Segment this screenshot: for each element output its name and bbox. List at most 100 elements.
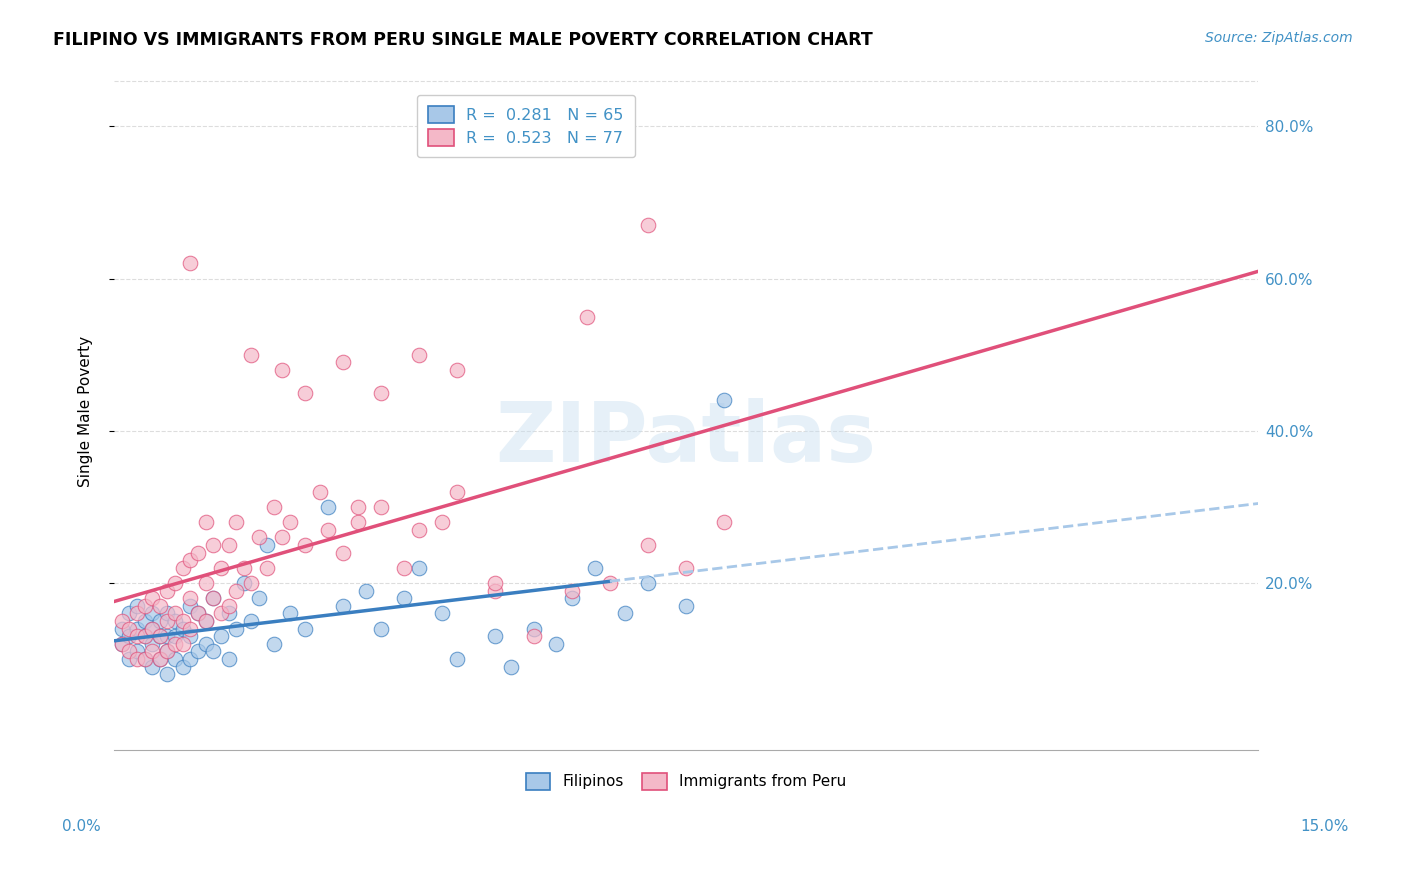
Point (263, 500, 285, 514)
Point (316, 523, 339, 537)
Point (675, 560, 697, 574)
Point (675, 599, 697, 613)
Point (637, 218, 659, 232)
Point (111, 614, 134, 628)
Point (165, 576, 187, 591)
Point (484, 629, 506, 643)
Point (430, 515, 453, 529)
Point (392, 591, 415, 606)
Point (179, 256, 201, 270)
Point (583, 560, 606, 574)
Point (484, 576, 506, 591)
Point (599, 576, 621, 591)
Point (294, 622, 316, 636)
Point (125, 652, 148, 666)
Point (294, 538, 316, 552)
Point (546, 637, 568, 651)
Point (194, 576, 217, 591)
Point (165, 652, 187, 666)
Point (179, 622, 201, 636)
Point (484, 583, 506, 598)
Point (187, 607, 209, 621)
Point (408, 560, 430, 574)
Point (111, 637, 134, 651)
Point (332, 545, 354, 559)
Point (156, 667, 179, 681)
Point (370, 622, 392, 636)
Point (561, 591, 583, 606)
Point (218, 652, 240, 666)
Point (149, 652, 172, 666)
Point (134, 614, 156, 628)
Point (141, 637, 163, 651)
Point (194, 637, 217, 651)
Point (141, 622, 163, 636)
Point (118, 644, 141, 658)
Point (392, 560, 415, 574)
Point (125, 607, 148, 621)
Point (172, 560, 194, 574)
Point (172, 622, 194, 636)
Point (637, 576, 659, 591)
Point (156, 629, 179, 643)
Point (523, 622, 546, 636)
Point (446, 652, 468, 666)
Point (141, 644, 163, 658)
Point (225, 583, 247, 598)
Point (232, 576, 254, 591)
Point (232, 560, 254, 574)
Point (156, 607, 179, 621)
Point (134, 599, 156, 613)
Point (202, 591, 225, 606)
Point (278, 515, 301, 529)
Point (111, 637, 134, 651)
Point (179, 629, 201, 643)
Point (141, 659, 163, 673)
Point (309, 484, 332, 499)
Point (247, 591, 270, 606)
Point (218, 599, 240, 613)
Point (187, 607, 209, 621)
Point (156, 583, 179, 598)
Point (141, 607, 163, 621)
Text: 15.0%: 15.0% (1301, 820, 1348, 834)
Legend: Filipinos, Immigrants from Peru: Filipinos, Immigrants from Peru (516, 763, 858, 800)
Point (187, 644, 209, 658)
Point (118, 622, 141, 636)
Point (316, 500, 339, 514)
Point (446, 363, 468, 377)
Point (430, 607, 453, 621)
Point (125, 622, 148, 636)
Point (179, 652, 201, 666)
Point (218, 607, 240, 621)
Point (713, 393, 735, 408)
Point (523, 629, 546, 643)
Point (278, 607, 301, 621)
Point (194, 515, 217, 529)
Y-axis label: Single Male Poverty: Single Male Poverty (79, 336, 93, 487)
Point (209, 629, 232, 643)
Point (209, 560, 232, 574)
Point (125, 599, 148, 613)
Point (149, 599, 172, 613)
Point (134, 652, 156, 666)
Point (179, 591, 201, 606)
Point (149, 629, 172, 643)
Point (370, 385, 392, 400)
Point (713, 515, 735, 529)
Point (149, 652, 172, 666)
Point (118, 629, 141, 643)
Text: Source: ZipAtlas.com: Source: ZipAtlas.com (1205, 31, 1353, 45)
Point (225, 515, 247, 529)
Point (202, 538, 225, 552)
Point (332, 599, 354, 613)
Point (576, 310, 599, 324)
Point (156, 644, 179, 658)
Point (156, 644, 179, 658)
Point (247, 530, 270, 544)
Point (294, 385, 316, 400)
Point (125, 629, 148, 643)
Point (263, 637, 285, 651)
Point (240, 614, 263, 628)
Point (202, 644, 225, 658)
